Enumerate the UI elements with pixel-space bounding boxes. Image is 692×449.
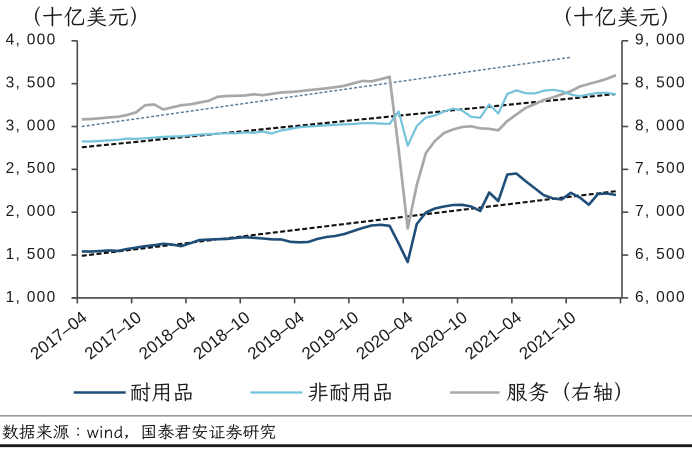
svg-text:4, 000: 4, 000 xyxy=(6,32,57,49)
svg-text:9, 000: 9, 000 xyxy=(635,32,686,49)
svg-text:7, 000: 7, 000 xyxy=(635,203,686,220)
svg-text:2, 500: 2, 500 xyxy=(6,160,57,177)
svg-text:1, 500: 1, 500 xyxy=(6,246,57,263)
svg-text:3, 000: 3, 000 xyxy=(6,117,57,134)
svg-text:1, 000: 1, 000 xyxy=(6,289,57,306)
svg-text:2, 000: 2, 000 xyxy=(6,203,57,220)
svg-text:7, 500: 7, 500 xyxy=(635,160,686,177)
svg-text:8, 500: 8, 500 xyxy=(635,75,686,92)
svg-text:3, 500: 3, 500 xyxy=(6,75,57,92)
svg-text:6, 000: 6, 000 xyxy=(635,289,686,306)
svg-text:6, 500: 6, 500 xyxy=(635,246,686,263)
svg-text:8, 000: 8, 000 xyxy=(635,117,686,134)
